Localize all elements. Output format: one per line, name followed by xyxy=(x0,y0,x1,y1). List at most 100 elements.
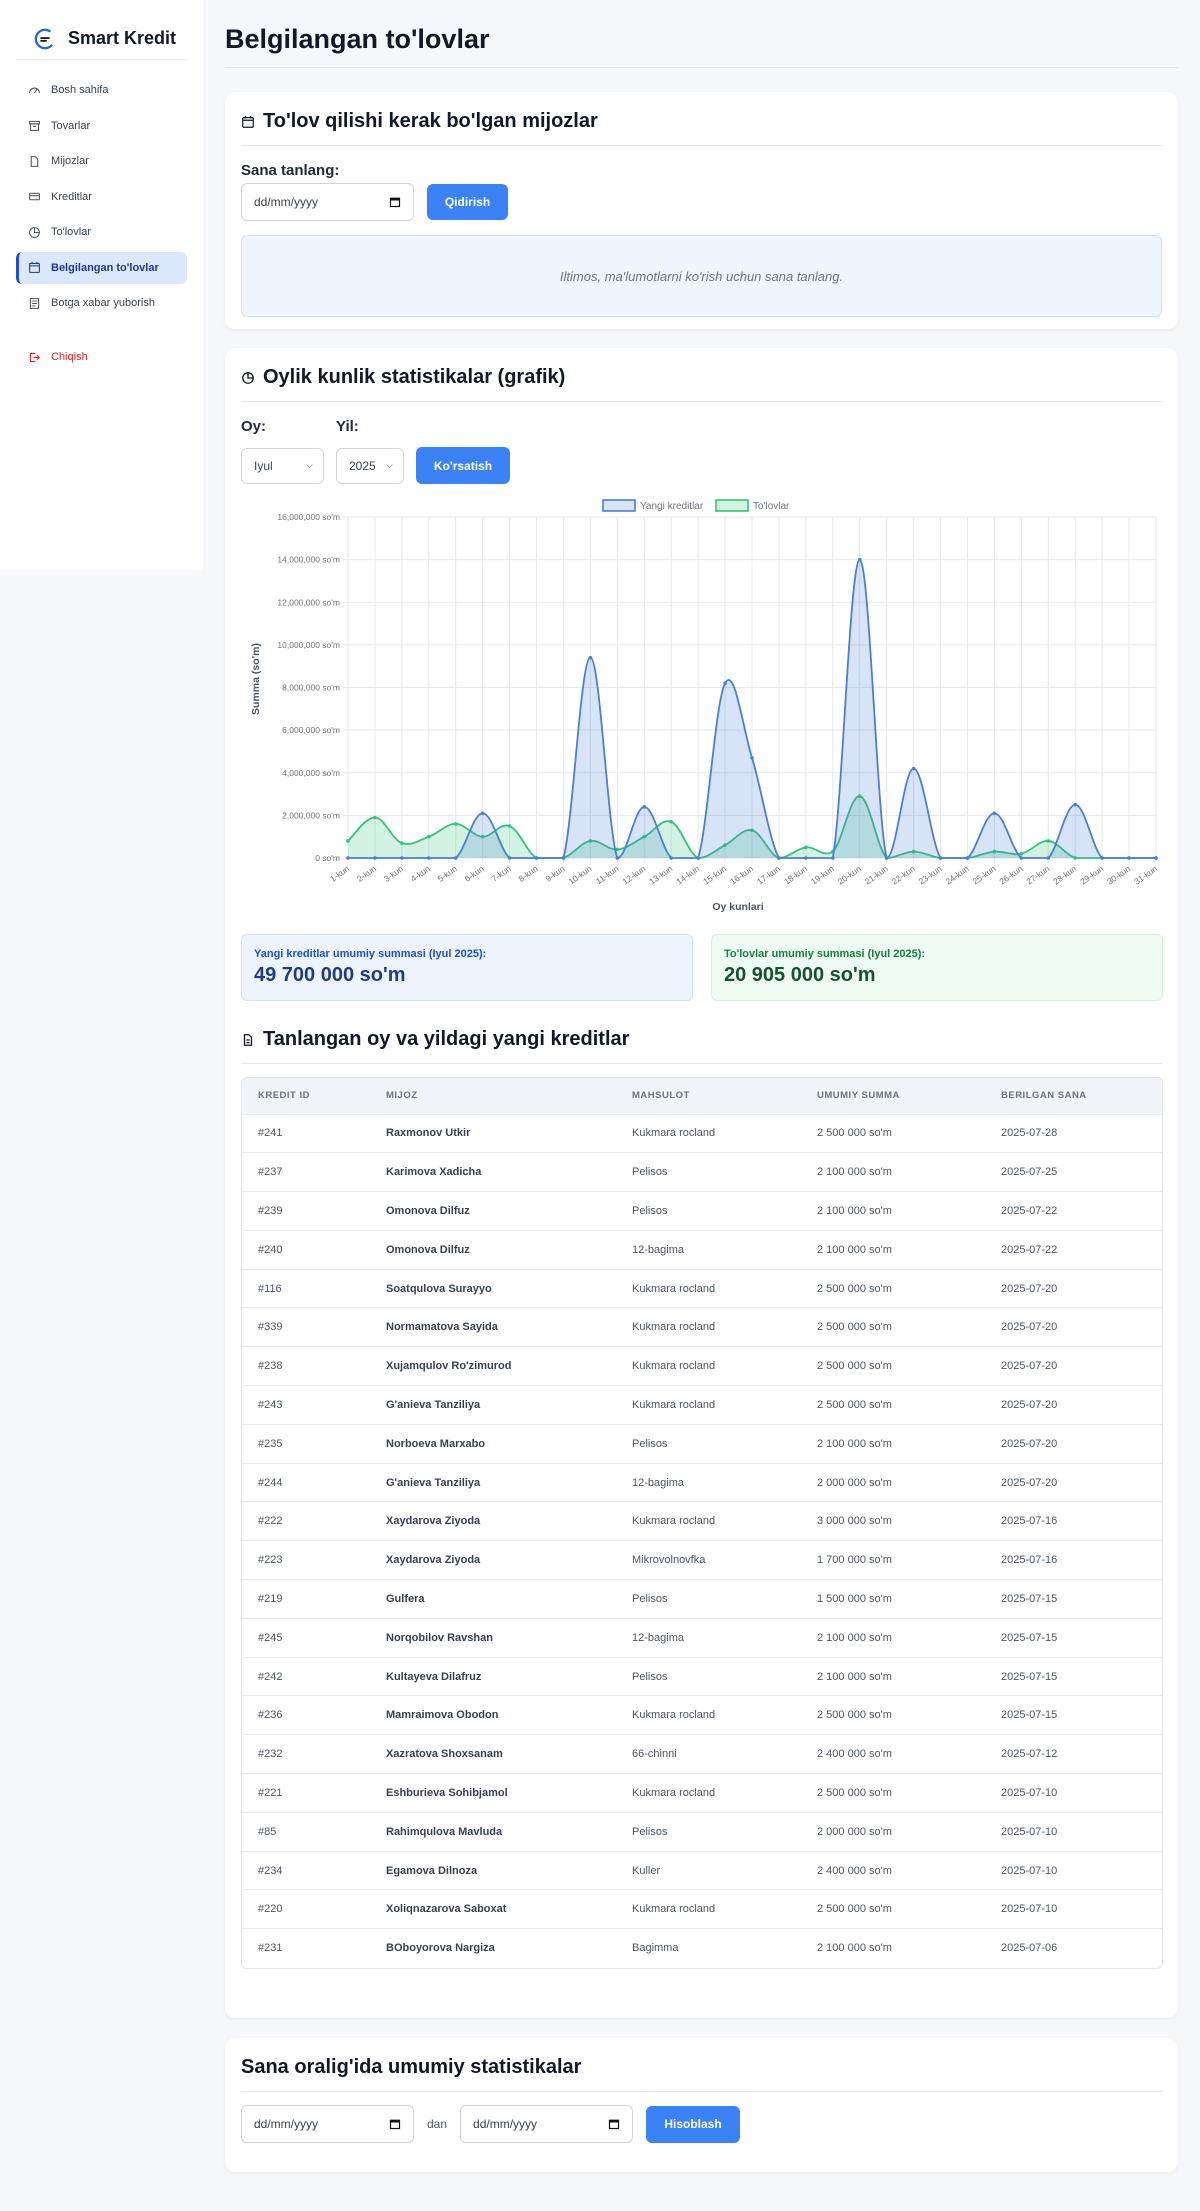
table-row[interactable]: #238 Xujamqulov Ro'zimurod Kukmara rocland… xyxy=(242,1346,1162,1386)
data-point[interactable] xyxy=(1154,856,1158,860)
table-row[interactable]: #234 Egamova Dilnoza Kuller 2 400 000 so'm 2… xyxy=(242,1850,1162,1890)
logout-button[interactable]: Chiqish xyxy=(16,341,187,373)
data-point[interactable] xyxy=(507,824,512,828)
table-row[interactable]: #116 Soatqulova Surayyo Kukmara rocland 2 5… xyxy=(242,1268,1162,1308)
data-point[interactable] xyxy=(588,655,593,660)
data-point[interactable] xyxy=(992,811,997,816)
calendar-picker-icon[interactable] xyxy=(608,2118,620,2130)
table-row[interactable]: #339 Normamatova Sayida Kukmara rocland 2 5… xyxy=(242,1307,1162,1347)
data-point[interactable] xyxy=(992,849,997,854)
data-point[interactable] xyxy=(857,794,862,798)
data-point[interactable] xyxy=(480,834,485,839)
document-icon xyxy=(243,1033,253,1046)
data-point[interactable] xyxy=(669,819,673,824)
table-row[interactable]: #220 Xoliqnazarova Saboxat Kukmara rocland… xyxy=(242,1889,1162,1929)
table-row[interactable]: #231 BOboyorova Nargiza Bagimma 2 100 000 s… xyxy=(242,1928,1162,1968)
data-point[interactable] xyxy=(777,856,781,860)
sidebar-item-dashboard[interactable]: Bosh sahifa xyxy=(16,74,187,106)
table-row[interactable]: #241 Raxmonov Utkir Kukmara rocland 2 500 0… xyxy=(242,1113,1162,1153)
data-point[interactable] xyxy=(1046,839,1051,843)
cell-credit-id: #239 xyxy=(242,1191,370,1231)
sidebar-item-bot-message[interactable]: Botga xabar yuborish xyxy=(16,287,187,319)
brand[interactable]: Smart Kredit xyxy=(16,0,187,60)
data-point[interactable] xyxy=(346,839,350,843)
data-point[interactable] xyxy=(1073,802,1077,807)
data-point[interactable] xyxy=(373,815,377,820)
range-to-input[interactable]: dd/mm/yyyy xyxy=(460,2105,634,2143)
data-point[interactable] xyxy=(831,856,835,860)
sidebar-item-products[interactable]: Tovarlar xyxy=(16,110,187,142)
data-point[interactable] xyxy=(427,834,431,839)
data-point[interactable] xyxy=(723,681,727,686)
data-point[interactable] xyxy=(696,856,700,860)
data-point[interactable] xyxy=(1019,856,1024,860)
month-select[interactable]: Iyul ⌵ xyxy=(241,447,324,484)
data-point[interactable] xyxy=(346,856,350,860)
range-from-input[interactable]: dd/mm/yyyy xyxy=(241,2105,414,2143)
data-point[interactable] xyxy=(561,856,566,860)
table-row[interactable]: #242 Kultayeva Dilafruz Pelisos 2 100 000 s… xyxy=(242,1656,1162,1696)
year-select[interactable]: 2025 ⌵ xyxy=(336,447,404,484)
data-point[interactable] xyxy=(642,834,647,839)
data-point[interactable] xyxy=(400,856,404,860)
data-point[interactable] xyxy=(534,856,539,860)
data-point[interactable] xyxy=(938,856,943,860)
data-point[interactable] xyxy=(480,811,485,816)
data-point[interactable] xyxy=(427,856,431,860)
table-row[interactable]: #236 Mamraimova Obodon Kukmara rocland 2 50… xyxy=(242,1695,1162,1735)
cell-client: Norqobilov Ravshan xyxy=(370,1617,616,1658)
data-point[interactable] xyxy=(723,843,727,848)
data-point[interactable] xyxy=(615,856,620,860)
table-row[interactable]: #85 Rahimqulova Mavluda Pelisos 2 000 000 s… xyxy=(242,1811,1162,1852)
table-row[interactable]: #235 Norboeva Marxabo Pelisos 2 100 000 so'… xyxy=(242,1423,1162,1464)
search-button[interactable]: Qidirish xyxy=(427,184,508,220)
data-point[interactable] xyxy=(884,856,889,860)
show-button[interactable]: Ko'rsatish xyxy=(416,447,510,484)
data-point[interactable] xyxy=(965,856,970,860)
data-point[interactable] xyxy=(1073,856,1077,860)
table-row[interactable]: #244 G'anieva Tanziliya 12-bagima 2 000 000… xyxy=(242,1462,1162,1502)
data-point[interactable] xyxy=(911,849,916,854)
data-point[interactable] xyxy=(669,856,673,860)
table-row[interactable]: #232 Xazratova Shoxsanam 66-chinni 2 400 00… xyxy=(242,1734,1162,1774)
data-point[interactable] xyxy=(804,856,808,860)
data-point[interactable] xyxy=(857,557,862,562)
data-point[interactable] xyxy=(642,805,647,809)
data-point[interactable] xyxy=(400,841,404,845)
data-point[interactable] xyxy=(588,839,593,843)
table-row[interactable]: #240 Omonova Dilfuz 12-bagima 2 100 000 so'… xyxy=(242,1229,1162,1270)
date-input[interactable]: dd/mm/yyyy xyxy=(241,183,414,221)
data-point[interactable] xyxy=(804,845,808,850)
data-point[interactable] xyxy=(1127,856,1131,860)
calendar-picker-icon[interactable] xyxy=(389,196,401,208)
data-point[interactable] xyxy=(911,766,916,771)
data-point[interactable] xyxy=(750,828,754,833)
table-row[interactable]: #221 Eshburieva Sohibjamol Kukmara rocland… xyxy=(242,1773,1162,1813)
data-point[interactable] xyxy=(615,847,620,852)
cell-product: 12-bagima xyxy=(616,1229,801,1270)
sidebar-item-credits[interactable]: Kreditlar xyxy=(16,181,187,213)
sidebar-item-scheduled-payments[interactable]: Belgilangan to'lovlar xyxy=(16,251,187,284)
table-row[interactable]: #243 G'anieva Tanziliya Kukmara rocland 2 5… xyxy=(242,1385,1162,1425)
table-row[interactable]: #239 Omonova Dilfuz Pelisos 2 100 000 so'm 2… xyxy=(242,1191,1162,1231)
data-point[interactable] xyxy=(1100,856,1104,860)
data-point[interactable] xyxy=(750,756,754,760)
data-point[interactable] xyxy=(1019,851,1024,856)
data-point[interactable] xyxy=(1046,856,1051,860)
table-row[interactable]: #223 Xaydarova Ziyoda Mikrovolnovfka 1 700 … xyxy=(242,1540,1162,1580)
due-payments-title: To'lov qilishi kerak bo'lgan mijozlar xyxy=(241,108,1162,146)
table-row[interactable]: #245 Norqobilov Ravshan 12-bagima 2 100 000… xyxy=(242,1617,1162,1658)
sidebar-item-clients[interactable]: Mijozlar xyxy=(16,145,187,177)
table-row[interactable]: #219 Gulfera Pelisos 1 500 000 so'm 2025-07-… xyxy=(242,1579,1162,1619)
legend-label[interactable]: Yangi kreditlar xyxy=(640,501,704,512)
calculate-button[interactable]: Hisoblash xyxy=(646,2105,741,2143)
calendar-picker-icon[interactable] xyxy=(389,2118,401,2130)
table-row[interactable]: #222 Xaydarova Ziyoda Kukmara rocland 3 000… xyxy=(242,1501,1162,1541)
sidebar-item-payments[interactable]: To'lovlar xyxy=(16,216,187,248)
data-point[interactable] xyxy=(507,856,512,860)
table-row[interactable]: #237 Karimova Xadicha Pelisos 2 100 000 so'… xyxy=(242,1152,1162,1192)
legend-label[interactable]: To'lovlar xyxy=(753,501,790,512)
data-point[interactable] xyxy=(373,856,377,860)
data-point[interactable] xyxy=(453,856,458,860)
data-point[interactable] xyxy=(453,822,458,826)
